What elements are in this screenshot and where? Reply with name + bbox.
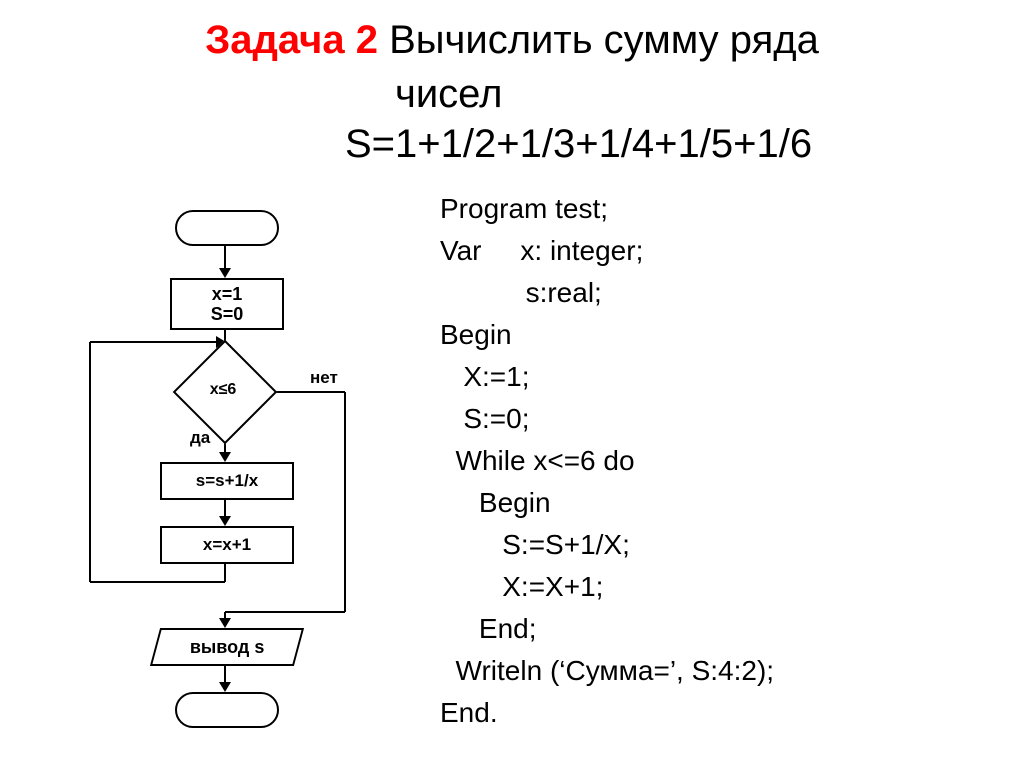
code-line: s:real;: [440, 272, 774, 314]
flow-init: x=1 S=0: [170, 278, 284, 330]
arrowhead-icon: [219, 516, 231, 526]
flow-init-line2: S=0: [211, 304, 244, 324]
title-rest: Вычислить сумму ряда: [378, 18, 819, 62]
code-line: S:=S+1/X;: [440, 524, 774, 566]
flow-output: вывод s: [150, 628, 304, 666]
flow-decision-label: x≤6: [173, 381, 273, 399]
code-line: X:=1;: [440, 356, 774, 398]
flow-init-line1: x=1: [212, 284, 243, 304]
code-line: X:=X+1;: [440, 566, 774, 608]
decision-yes-label: да: [190, 428, 210, 448]
flow-increment: x=x+1: [160, 526, 294, 564]
flow-body-label: s=s+1/x: [196, 471, 258, 491]
code-line: Var x: integer;: [440, 230, 774, 272]
decision-no-label: нет: [310, 368, 338, 388]
page-title: Задача 2 Вычислить сумму ряда: [0, 18, 1024, 63]
flow-start: [175, 210, 279, 246]
code-listing: Program test; Var x: integer; s:real; Be…: [440, 188, 774, 734]
code-line: Writeln (‘Сумма=’, S:4:2);: [440, 650, 774, 692]
flow-end: [175, 692, 279, 728]
flow-body: s=s+1/x: [160, 462, 294, 500]
page: Задача 2 Вычислить сумму ряда чисел S=1+…: [0, 0, 1024, 767]
flow-output-label: вывод s: [190, 637, 264, 658]
code-line: Program test;: [440, 188, 774, 230]
code-line: S:=0;: [440, 398, 774, 440]
code-line: Begin: [440, 314, 774, 356]
flowchart: x=1 S=0 x≤6 да нет s=s+1/x x=x+1 вывод s: [60, 210, 380, 730]
code-line: While x<=6 do: [440, 440, 774, 482]
code-line: End;: [440, 608, 774, 650]
arrowhead-icon: [219, 268, 231, 278]
arrowhead-icon: [219, 452, 231, 462]
flow-increment-label: x=x+1: [203, 535, 251, 555]
flow-decision: x≤6: [188, 355, 262, 429]
subtitle-line2: S=1+1/2+1/3+1/4+1/5+1/6: [345, 122, 812, 167]
arrowhead-icon: [219, 682, 231, 692]
code-line: End.: [440, 692, 774, 734]
code-line: Begin: [440, 482, 774, 524]
title-accent: Задача 2: [205, 18, 378, 62]
arrowhead-icon: [219, 618, 231, 628]
subtitle-line1: чисел: [395, 72, 502, 117]
